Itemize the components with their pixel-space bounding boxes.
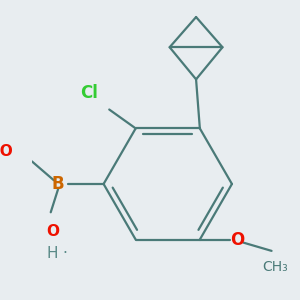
Text: O: O	[46, 224, 59, 238]
Text: H: H	[47, 246, 58, 261]
Text: O: O	[230, 231, 245, 249]
Text: CH₃: CH₃	[262, 260, 288, 274]
Text: ·: ·	[62, 246, 67, 261]
Text: B: B	[52, 175, 64, 193]
Text: Cl: Cl	[80, 84, 98, 102]
Text: HO: HO	[0, 144, 13, 159]
